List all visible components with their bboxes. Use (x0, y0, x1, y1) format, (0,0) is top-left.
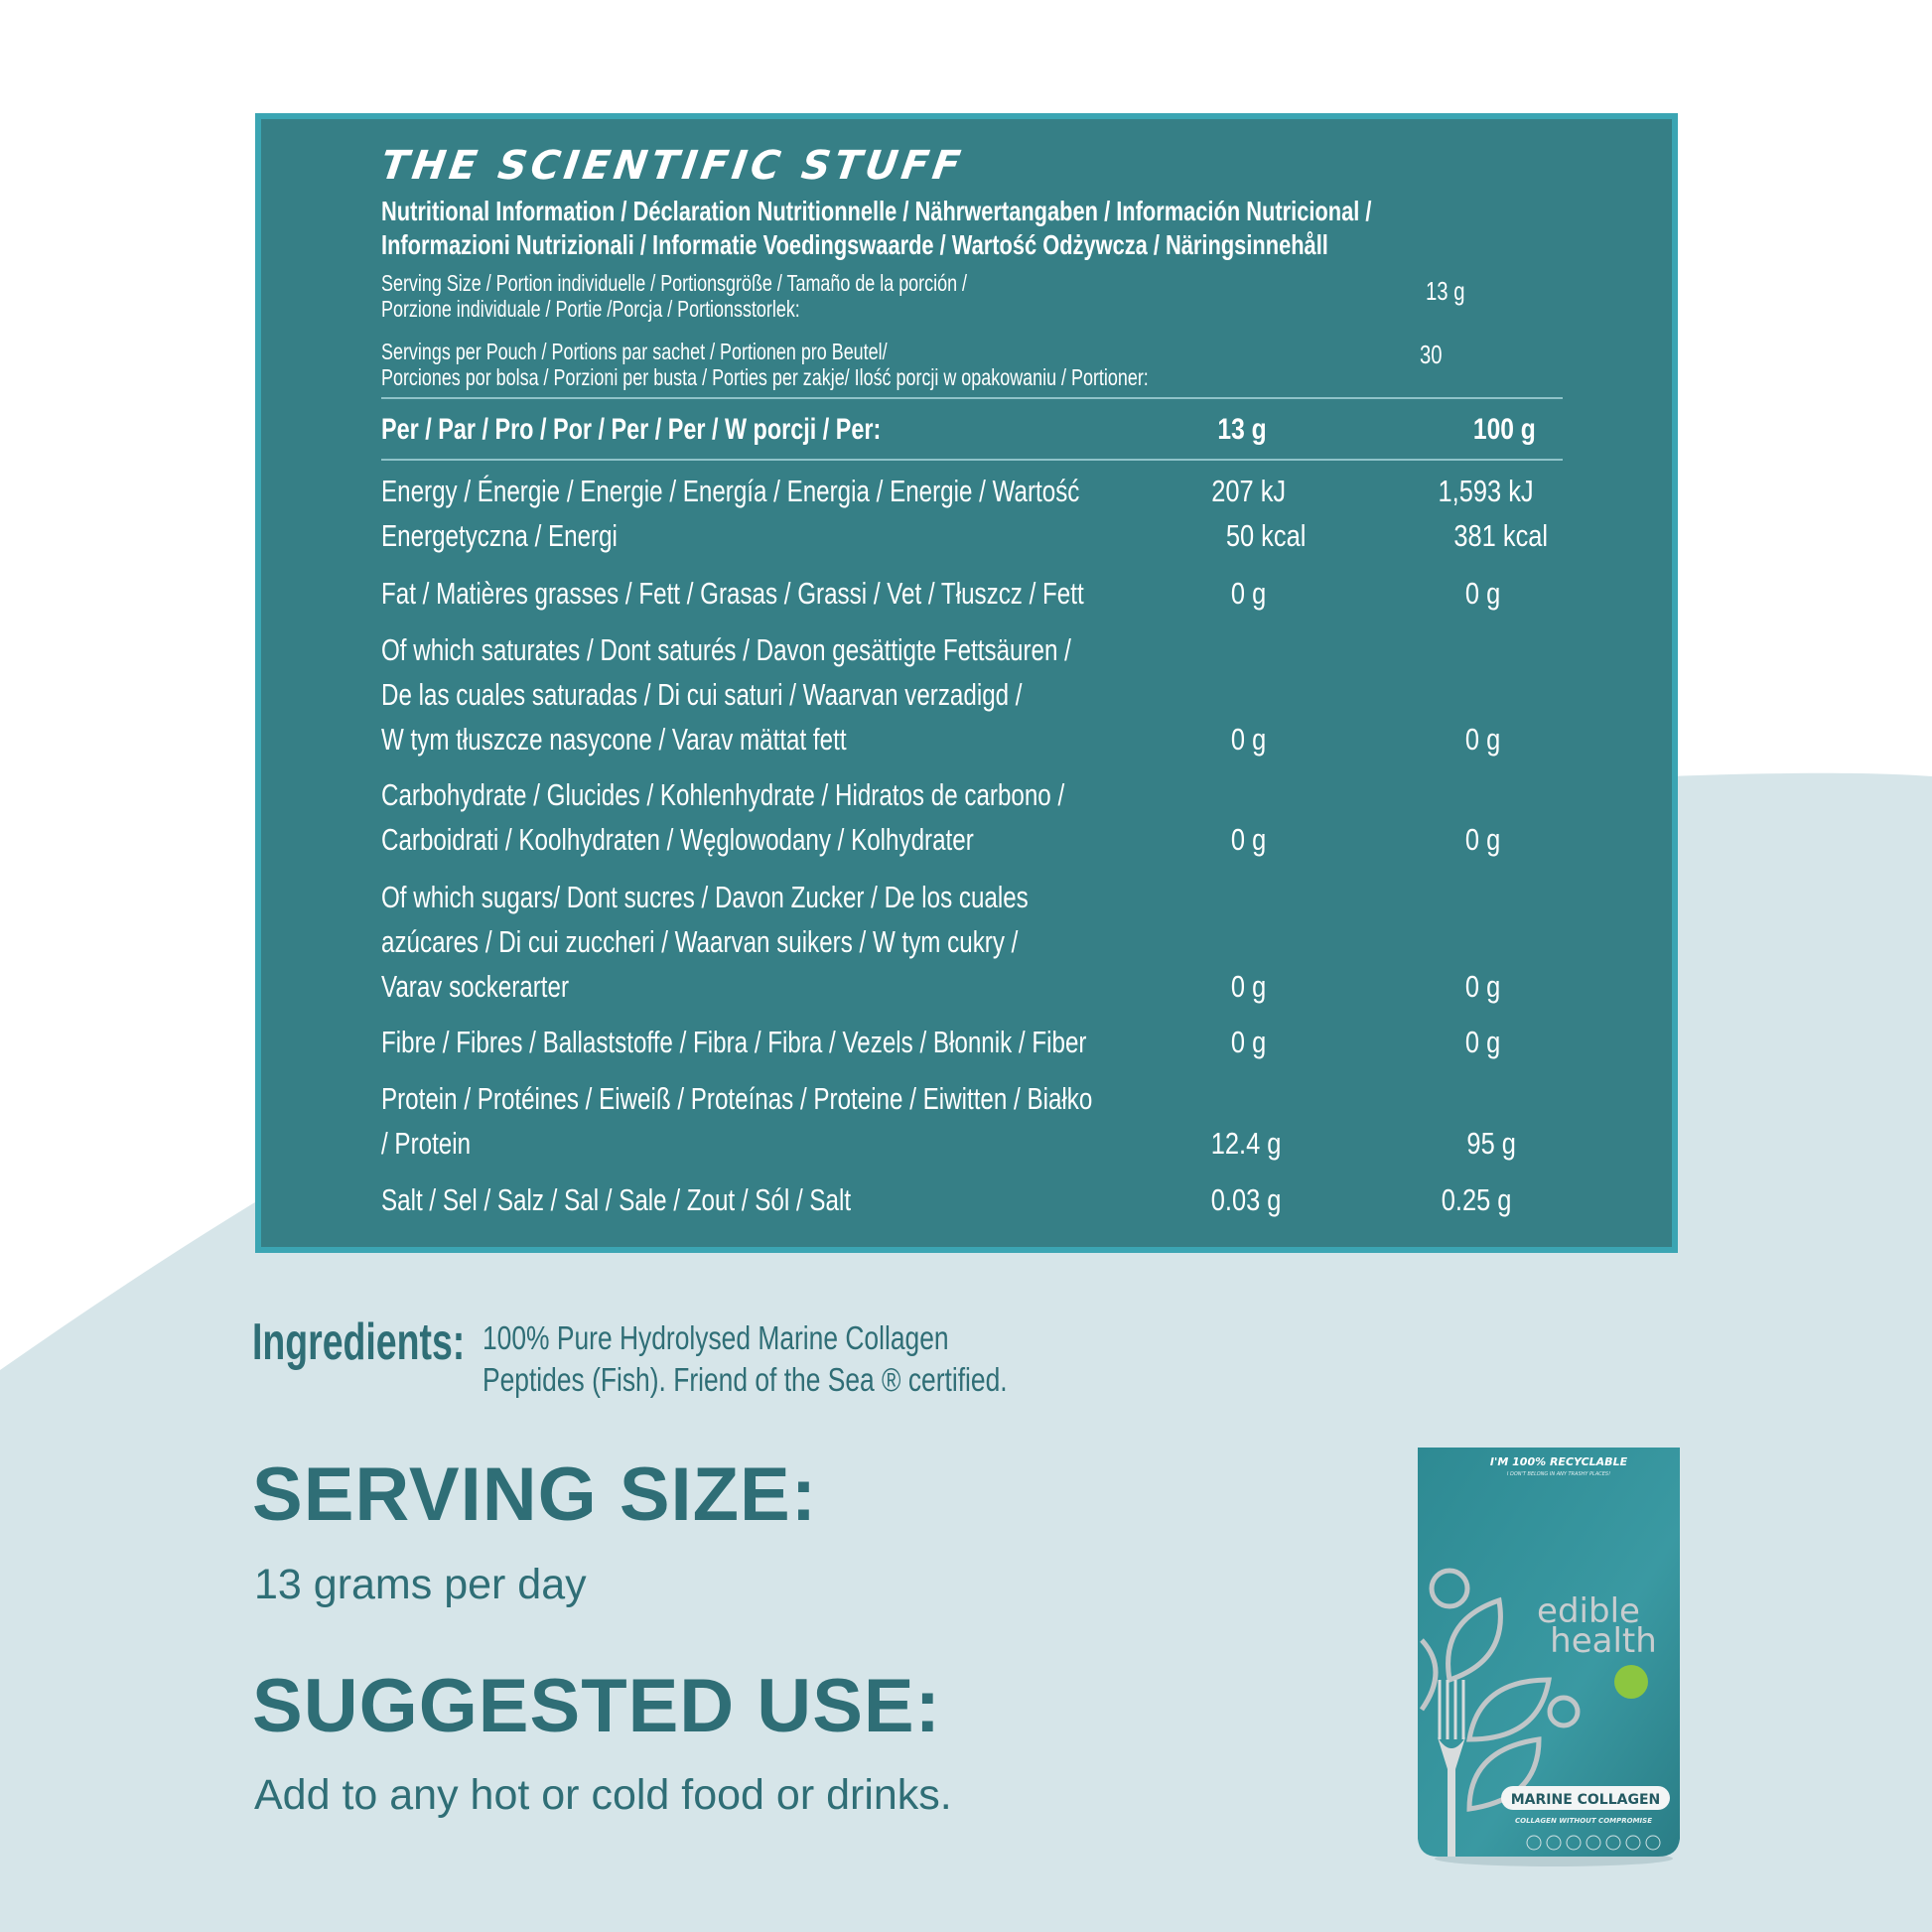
value-per-serving: 12.4 g (1210, 1126, 1282, 1161)
servings-per-pouch-label: Servings per Pouch / Portions par sachet… (381, 339, 1149, 390)
pouch-brand-line1: edible (1537, 1591, 1640, 1631)
label-line: Fibre / Fibres / Ballaststoffe / Fibra /… (381, 1025, 1087, 1059)
suggested-use-heading: SUGGESTED USE: (252, 1664, 941, 1748)
value-per-serving: 0.03 g (1210, 1182, 1282, 1217)
label-line: Carbohydrate / Glucides / Kohlenhydrate … (381, 777, 1065, 812)
label-line: Protein / Protéines / Eiweiß / Proteínas… (381, 1081, 1093, 1116)
value-per-serving: 50 kcal (1225, 518, 1307, 553)
nutrient-label: Protein / Protéines / Eiweiß / Proteínas… (381, 1076, 1092, 1166)
label-line: Salt / Sel / Salz / Sal / Sale / Zout / … (381, 1182, 852, 1217)
subheading-line: Informazioni Nutrizionali / Informatie V… (381, 229, 1328, 260)
value-per-100g: 0 g (1464, 822, 1501, 857)
nutrient-label: Fat / Matières grasses / Fett / Grasas /… (381, 571, 1084, 616)
value-per-serving: 0 g (1230, 722, 1267, 757)
divider-top (381, 397, 1563, 399)
subheading-line: Nutritional Information / Déclaration Nu… (381, 196, 1372, 226)
label-line: Serving Size / Portion individuelle / Po… (381, 270, 968, 296)
label-line: De las cuales saturadas / Di cui saturi … (381, 677, 1023, 712)
value-per-100g: 0 g (1464, 1025, 1501, 1059)
label-line: azúcares / Di cui zuccheri / Waarvan sui… (381, 924, 1019, 959)
nutrient-label: Carbohydrate / Glucides / Kohlenhydrate … (381, 772, 1064, 862)
value-per-100g: 0 g (1464, 969, 1501, 1004)
nutrient-label: Of which sugars/ Dont sucres / Davon Zuc… (381, 875, 1029, 1009)
serving-size-text: 13 grams per day (254, 1561, 587, 1608)
header-col-100g: 100 g (1472, 413, 1536, 446)
serving-size-value: 13 g (1426, 276, 1465, 306)
pouch-subtext: I DON'T BELONG IN ANY TRASHY PLACES! (1507, 1471, 1610, 1477)
serving-size-heading: SERVING SIZE: (252, 1452, 818, 1537)
nutrient-label: Of which saturates / Dont saturés / Davo… (381, 627, 1071, 761)
label-line: Varav sockerarter (381, 969, 570, 1004)
header-col-13g: 13 g (1217, 413, 1267, 446)
value-per-100g: 0 g (1464, 722, 1501, 757)
label-line: Energy / Énergie / Energie / Energía / E… (381, 474, 1080, 508)
nutrition-subheading: Nutritional Information / Déclaration Nu… (381, 195, 1371, 262)
ingredients-line: 100% Pure Hydrolysed Marine Collagen (483, 1319, 949, 1356)
value-per-100g: 95 g (1466, 1126, 1516, 1161)
header-label: Per / Par / Pro / Por / Per / Per / W po… (381, 413, 882, 446)
servings-per-pouch-value: 30 (1420, 340, 1443, 369)
pouch-brand-line2: health (1550, 1621, 1657, 1661)
suggested-use-text: Add to any hot or cold food or drinks. (254, 1771, 952, 1819)
ingredients-line: Peptides (Fish). Friend of the Sea ® cer… (483, 1361, 1008, 1398)
label-line: Servings per Pouch / Portions par sachet… (381, 339, 888, 364)
label-line: Carboidrati / Koolhydraten / Węglowodany… (381, 822, 974, 857)
nutrition-panel: THE SCIENTIFIC STUFF Nutritional Informa… (255, 113, 1678, 1253)
value-per-serving: 0 g (1230, 969, 1267, 1004)
label-line: Of which sugars/ Dont sucres / Davon Zuc… (381, 880, 1029, 914)
table-header: Per / Par / Pro / Por / Per / Per / W po… (381, 412, 1563, 448)
value-per-serving: 0 g (1230, 576, 1267, 611)
product-pouch-image: I'M 100% RECYCLABLE I DON'T BELONG IN AN… (1418, 1448, 1680, 1866)
ingredients-text: 100% Pure Hydrolysed Marine Collagen Pep… (483, 1317, 1008, 1401)
label-line: W tym tłuszcze nasycone / Varav mättat f… (381, 722, 847, 757)
pouch-tagline: COLLAGEN WITHOUT COMPROMISE (1515, 1817, 1652, 1825)
value-per-100g: 1,593 kJ (1438, 474, 1534, 508)
label-line: Porzione individuale / Portie /Porcja / … (381, 296, 800, 322)
divider-header (381, 459, 1563, 461)
value-per-100g: 0.25 g (1441, 1182, 1512, 1217)
panel-title: THE SCIENTIFIC STUFF (377, 143, 967, 189)
ingredients-heading: Ingredients: (252, 1313, 466, 1371)
label-line: Energetyczna / Energi (381, 518, 618, 553)
pouch-recyclable-text: I'M 100% RECYCLABLE (1490, 1455, 1628, 1468)
label-line: Fat / Matières grasses / Fett / Grasas /… (381, 576, 1084, 611)
value-per-100g: 0 g (1464, 576, 1501, 611)
nutrient-label: Fibre / Fibres / Ballaststoffe / Fibra /… (381, 1020, 1086, 1064)
label-line: Porciones por bolsa / Porzioni per busta… (381, 364, 1149, 390)
value-per-serving: 0 g (1230, 1025, 1267, 1059)
pouch-product-name: MARINE COLLAGEN (1511, 1792, 1661, 1808)
value-per-100g: 381 kcal (1453, 518, 1549, 553)
value-per-serving: 207 kJ (1211, 474, 1287, 508)
value-per-serving: 0 g (1230, 822, 1267, 857)
label-line: / Protein (381, 1126, 472, 1161)
serving-size-label: Serving Size / Portion individuelle / Po… (381, 270, 967, 322)
label-line: Of which saturates / Dont saturés / Davo… (381, 632, 1071, 667)
nutrient-label: Salt / Sel / Salz / Sal / Sale / Zout / … (381, 1177, 851, 1222)
nutrient-label: Energy / Énergie / Energie / Energía / E… (381, 469, 1079, 558)
